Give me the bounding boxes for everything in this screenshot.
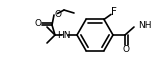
Text: O: O (35, 19, 42, 28)
Text: O: O (123, 45, 130, 54)
Text: F: F (111, 7, 117, 17)
Text: HN: HN (57, 30, 71, 40)
Text: O: O (54, 9, 61, 18)
Text: NH: NH (138, 20, 152, 29)
